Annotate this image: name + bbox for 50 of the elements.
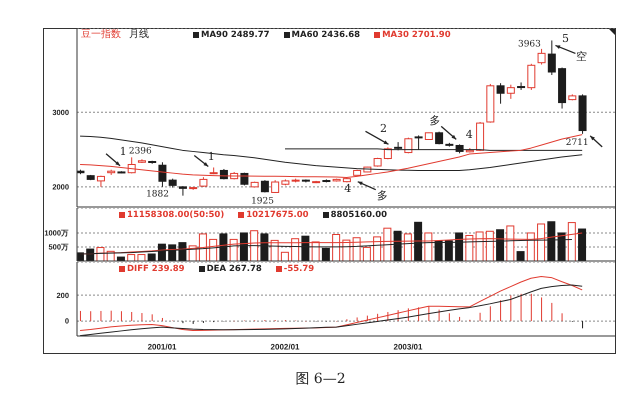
- candlestick: [178, 186, 187, 196]
- annotation: 空: [576, 50, 587, 63]
- annotation: 2396: [128, 146, 152, 156]
- candlestick: [271, 180, 280, 194]
- legend-label: MA60 2436.68: [292, 29, 360, 41]
- legend-label: 11158308.00(50:50): [127, 209, 224, 221]
- annotation: 2: [380, 122, 387, 135]
- chart-title: 豆一指数: [81, 29, 121, 41]
- x-tick-label: 2003/01: [394, 342, 423, 352]
- legend-label: DEA 267.78: [206, 263, 262, 275]
- bar: [280, 252, 289, 261]
- chart-subtitle: 月线: [129, 29, 149, 41]
- annotation: 1882: [146, 190, 169, 200]
- bar: [362, 246, 371, 261]
- annotation: 4: [344, 182, 352, 196]
- annotation: 2711: [566, 138, 589, 148]
- line-series: [80, 276, 583, 332]
- candlestick: [527, 63, 536, 90]
- bar: [578, 228, 586, 261]
- annotation: 多: [430, 114, 441, 127]
- candlestick: [260, 180, 269, 193]
- candlestick: [496, 82, 505, 104]
- annotation: 5: [562, 32, 569, 45]
- bar: [516, 251, 525, 261]
- x-tick-label: 2002/01: [270, 342, 300, 352]
- candlestick: [158, 162, 166, 188]
- annotation: 3963: [518, 39, 542, 50]
- annotation: 1: [120, 145, 127, 158]
- candlestick: [404, 137, 412, 154]
- candlestick: [96, 175, 105, 188]
- candlestick: [506, 84, 515, 100]
- legend-label: 10217675.00: [246, 209, 309, 221]
- legend-label: MA30 2701.90: [382, 29, 451, 41]
- caption: 图 6—2: [294, 370, 347, 388]
- legend-label: 8805160.00: [330, 209, 388, 221]
- legend-label: -55.79: [284, 263, 314, 275]
- candlestick: [240, 172, 248, 186]
- legend-label: DIFF 239.89: [127, 263, 185, 275]
- x-tick-label: 2001/01: [148, 342, 178, 352]
- annotation: 多: [377, 189, 388, 202]
- bar: [137, 254, 146, 261]
- legend-label: MA90 2489.77: [201, 29, 270, 41]
- annotation: 4: [466, 128, 473, 141]
- bar: [127, 254, 136, 261]
- line-series: [80, 284, 583, 336]
- candlestick: [538, 48, 546, 66]
- bar: [116, 256, 125, 261]
- annotation: 1925: [251, 196, 274, 206]
- candlestick: [384, 146, 392, 160]
- candlestick: [435, 131, 444, 145]
